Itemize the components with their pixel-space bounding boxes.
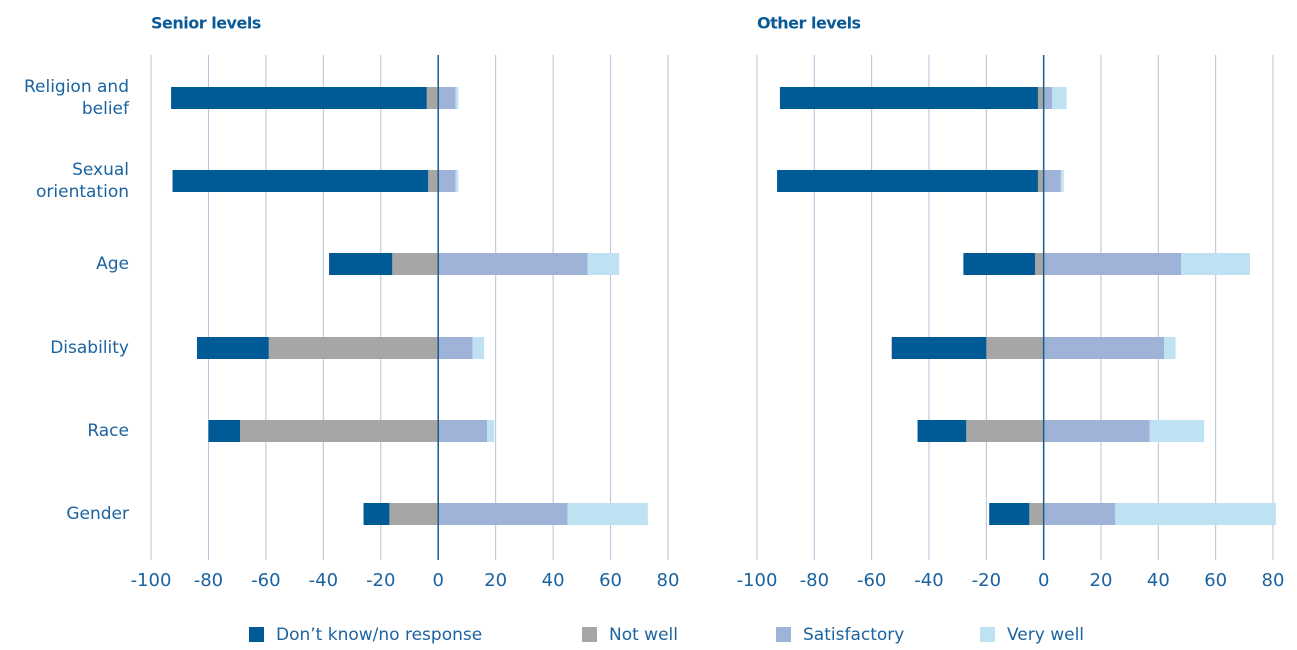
bar-segment: [1029, 503, 1044, 525]
bar-segment: [917, 420, 967, 442]
bar-segment: [389, 503, 439, 525]
bar-segment: [1115, 503, 1276, 525]
bar-segment: [1164, 337, 1176, 359]
bar-segment: [587, 253, 620, 275]
x-tick-label: -20: [366, 570, 395, 591]
category-label: Gender: [66, 504, 129, 524]
bar-segment: [392, 253, 439, 275]
x-tick-label: -60: [857, 570, 886, 591]
category-label: Age: [96, 254, 129, 274]
bar-segment: [777, 170, 1038, 192]
bar-segment: [268, 337, 439, 359]
category-label: Race: [87, 421, 129, 441]
legend-swatch: [249, 627, 264, 642]
bar-segment: [1043, 503, 1116, 525]
x-tick-label: 80: [1262, 570, 1285, 591]
bar-segment: [567, 503, 648, 525]
bar-segment: [1052, 87, 1067, 109]
legend-swatch: [776, 627, 791, 642]
bar-segment: [487, 420, 495, 442]
bar-segment: [1043, 420, 1150, 442]
panel-title: Senior levels: [151, 14, 261, 33]
x-tick-label: -80: [194, 570, 223, 591]
bar-segment: [1043, 170, 1061, 192]
bar-segment: [1043, 337, 1165, 359]
bar-segment: [438, 420, 488, 442]
x-tick-label: 0: [432, 570, 443, 591]
x-tick-label: 60: [599, 570, 622, 591]
bar-segment: [472, 337, 485, 359]
x-tick-label: -20: [972, 570, 1001, 591]
bar-segment: [329, 253, 393, 275]
bar-segment: [438, 87, 456, 109]
category-label: Religion and belief: [23, 77, 129, 119]
category-label: Disability: [50, 338, 129, 358]
x-tick-label: 20: [484, 570, 507, 591]
bar-segment: [986, 337, 1044, 359]
x-tick-label: 0: [1038, 570, 1049, 591]
x-tick-label: -100: [737, 570, 778, 591]
x-tick-label: 40: [542, 570, 565, 591]
bar-segment: [172, 170, 429, 192]
legend-label: Very well: [1007, 625, 1084, 645]
bar-segment: [426, 87, 439, 109]
bar-segment: [1037, 170, 1044, 192]
bar-segment: [428, 170, 439, 192]
legend-label: Satisfactory: [803, 625, 904, 645]
x-tick-label: 20: [1090, 570, 1113, 591]
x-tick-label: -80: [800, 570, 829, 591]
x-tick-label: 60: [1204, 570, 1227, 591]
x-tick-label: -60: [251, 570, 280, 591]
bar-segment: [891, 337, 987, 359]
bar-segment: [966, 420, 1044, 442]
legend-swatch: [980, 627, 995, 642]
bar-segment: [208, 420, 241, 442]
bar-segment: [240, 420, 439, 442]
x-tick-label: -40: [309, 570, 338, 591]
bar-segment: [438, 253, 588, 275]
category-label: Sexual orientation: [36, 160, 129, 202]
panel-title: Other levels: [757, 14, 861, 33]
bar-segment: [171, 87, 427, 109]
bar-segment: [963, 253, 1036, 275]
bar-segment: [438, 170, 456, 192]
bar-segment: [779, 87, 1038, 109]
bar-segment: [438, 503, 568, 525]
bar-segment: [438, 337, 473, 359]
bar-segment: [1060, 170, 1064, 192]
bar-segment: [363, 503, 390, 525]
legend-swatch: [582, 627, 597, 642]
bar-segment: [196, 337, 269, 359]
x-tick-label: 40: [1147, 570, 1170, 591]
bar-segment: [1043, 253, 1182, 275]
legend-label: Not well: [609, 625, 678, 645]
bar-segment: [455, 87, 459, 109]
x-tick-label: -100: [131, 570, 172, 591]
bar-segment: [1043, 87, 1053, 109]
bar-segment: [1035, 253, 1044, 275]
bar-segment: [1149, 420, 1205, 442]
bar-segment: [1037, 87, 1044, 109]
bar-segment: [455, 170, 459, 192]
legend-label: Don’t know/no response: [276, 625, 482, 645]
bar-segment: [989, 503, 1030, 525]
bar-segment: [1181, 253, 1251, 275]
x-tick-label: 80: [657, 570, 680, 591]
x-tick-label: -40: [914, 570, 943, 591]
